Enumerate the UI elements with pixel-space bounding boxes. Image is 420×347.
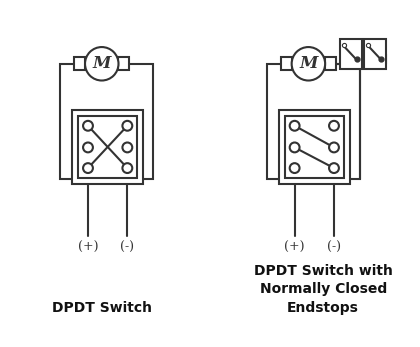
Circle shape [329,121,339,131]
Bar [365,39,386,69]
Circle shape [329,163,339,173]
Circle shape [329,143,339,152]
Bar [78,116,137,178]
Circle shape [291,47,325,81]
Circle shape [122,143,132,152]
Text: (-): (-) [327,241,341,254]
Bar [325,57,336,70]
Text: DPDT Switch: DPDT Switch [52,301,152,315]
Text: (+): (+) [78,241,98,254]
Bar [281,57,291,70]
Bar [340,39,362,69]
Bar [118,57,129,70]
Text: M: M [299,55,318,72]
Circle shape [290,143,299,152]
Bar [60,64,153,179]
Bar [285,116,344,178]
Text: DPDT Switch with
Normally Closed
Endstops: DPDT Switch with Normally Closed Endstop… [254,264,393,315]
Text: (+): (+) [284,241,305,254]
Bar [279,110,350,184]
Circle shape [122,121,132,131]
Circle shape [83,143,93,152]
Circle shape [290,163,299,173]
Bar [74,57,85,70]
Text: M: M [92,55,111,72]
Circle shape [290,121,299,131]
Circle shape [83,163,93,173]
Bar [72,110,143,184]
Bar [267,64,360,179]
Circle shape [122,163,132,173]
Circle shape [85,47,118,81]
Text: (-): (-) [121,241,134,254]
Circle shape [83,121,93,131]
